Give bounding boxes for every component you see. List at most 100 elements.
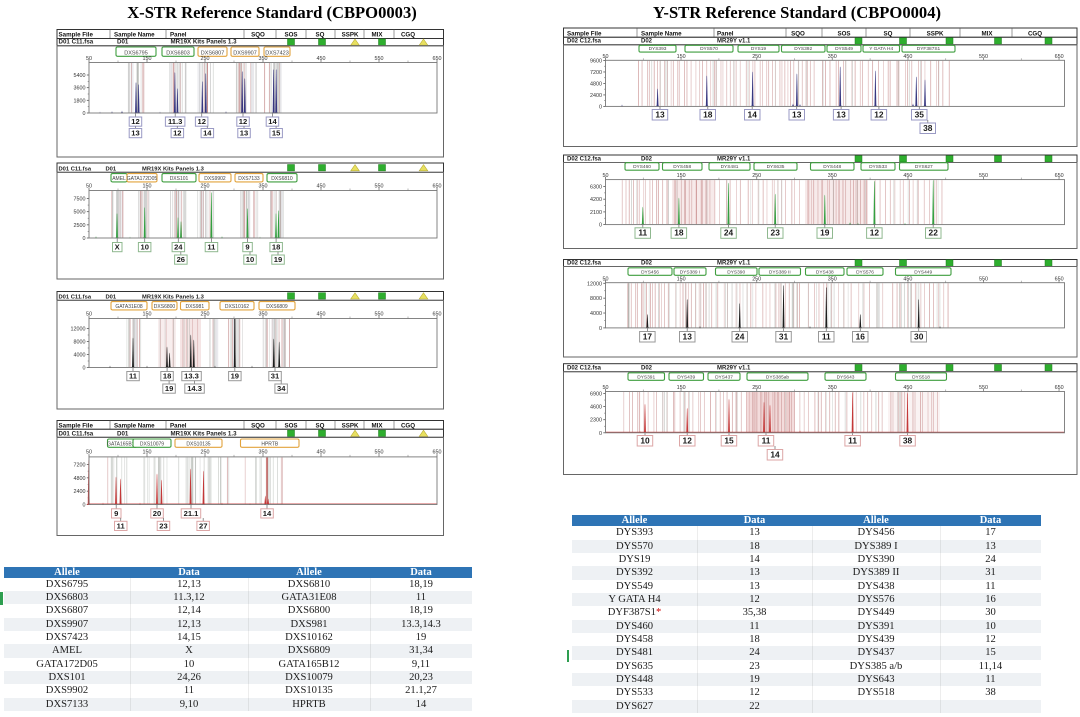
svg-text:MR29Y v1.1: MR29Y v1.1 <box>717 261 751 267</box>
svg-text:Panel: Panel <box>170 422 187 429</box>
svg-text:DYS392: DYS392 <box>794 46 812 52</box>
svg-text:550: 550 <box>375 312 384 318</box>
svg-text:DYS635: DYS635 <box>767 164 785 170</box>
svg-text:DYS456: DYS456 <box>641 269 659 275</box>
svg-text:0: 0 <box>599 431 602 437</box>
svg-text:23: 23 <box>771 228 781 238</box>
svg-text:X: X <box>115 243 120 252</box>
svg-text:CGQ: CGQ <box>401 32 415 39</box>
svg-text:22: 22 <box>929 228 939 238</box>
svg-text:13: 13 <box>792 109 802 119</box>
svg-text:450: 450 <box>903 276 912 282</box>
svg-text:650: 650 <box>433 184 442 190</box>
svg-text:14: 14 <box>748 109 758 119</box>
svg-text:MR19X Kits Panels 1.3: MR19X Kits Panels 1.3 <box>142 166 205 172</box>
svg-text:8000: 8000 <box>590 296 602 302</box>
svg-text:D02: D02 <box>641 39 653 45</box>
svg-text:11.3: 11.3 <box>168 117 182 126</box>
svg-text:0: 0 <box>599 223 602 229</box>
svg-text:7200: 7200 <box>590 70 602 76</box>
svg-text:350: 350 <box>259 312 268 318</box>
svg-text:21.1: 21.1 <box>184 509 200 518</box>
svg-text:0: 0 <box>599 104 602 110</box>
svg-text:9: 9 <box>114 509 118 518</box>
svg-text:12: 12 <box>683 435 693 445</box>
svg-text:DXS6803: DXS6803 <box>166 50 190 56</box>
svg-text:14.3: 14.3 <box>187 384 202 393</box>
svg-text:4000: 4000 <box>590 311 602 317</box>
svg-text:150: 150 <box>677 276 686 282</box>
svg-text:19: 19 <box>820 228 830 238</box>
svg-text:DYS518: DYS518 <box>912 374 930 380</box>
svg-text:SQ: SQ <box>884 30 893 37</box>
svg-text:DYS438: DYS438 <box>816 269 834 275</box>
svg-text:10: 10 <box>640 435 650 445</box>
svg-text:D02: D02 <box>641 261 653 267</box>
svg-text:MR19X Kits Panels 1.3: MR19X Kits Panels 1.3 <box>142 294 205 300</box>
svg-text:D01: D01 <box>117 39 129 46</box>
svg-text:4800: 4800 <box>74 476 86 482</box>
svg-text:11: 11 <box>129 372 138 381</box>
svg-text:DXS6809: DXS6809 <box>266 304 288 310</box>
svg-text:13: 13 <box>683 331 693 341</box>
svg-text:SSPK: SSPK <box>342 422 359 429</box>
svg-text:SSPK: SSPK <box>927 30 944 37</box>
svg-text:4800: 4800 <box>590 82 602 88</box>
svg-text:19: 19 <box>231 372 239 381</box>
svg-text:13: 13 <box>240 129 248 138</box>
svg-text:450: 450 <box>317 184 326 190</box>
svg-text:550: 550 <box>979 276 988 282</box>
svg-text:24: 24 <box>174 243 183 252</box>
svg-text:DXS6807: DXS6807 <box>201 50 225 56</box>
svg-text:14: 14 <box>263 509 272 518</box>
svg-text:12: 12 <box>131 117 139 126</box>
svg-text:DYS533: DYS533 <box>869 164 887 170</box>
svg-text:MR29Y v1.1: MR29Y v1.1 <box>717 157 751 163</box>
svg-text:DYS385ab: DYS385ab <box>766 374 790 380</box>
svg-text:SSPK: SSPK <box>342 32 359 39</box>
svg-text:350: 350 <box>828 173 837 179</box>
svg-text:4000: 4000 <box>74 353 86 359</box>
svg-text:Sample Name: Sample Name <box>641 30 682 37</box>
svg-text:DXS10079: DXS10079 <box>140 441 164 447</box>
svg-text:12: 12 <box>239 117 247 126</box>
svg-text:50: 50 <box>86 56 92 62</box>
svg-text:250: 250 <box>201 184 210 190</box>
svg-text:9: 9 <box>245 243 249 252</box>
svg-text:D02 C12.fsa: D02 C12.fsa <box>567 366 602 372</box>
svg-text:5400: 5400 <box>74 73 86 79</box>
svg-text:4200: 4200 <box>590 197 602 203</box>
svg-text:150: 150 <box>143 56 152 62</box>
svg-text:0: 0 <box>83 503 86 509</box>
svg-text:GATA172D05: GATA172D05 <box>127 176 158 182</box>
svg-text:250: 250 <box>201 450 210 456</box>
svg-text:DYS390: DYS390 <box>727 269 745 275</box>
svg-text:3600: 3600 <box>74 86 86 92</box>
svg-text:SOS: SOS <box>837 30 850 37</box>
svg-text:DXS6810: DXS6810 <box>271 176 293 182</box>
svg-text:650: 650 <box>1055 173 1064 179</box>
svg-text:19: 19 <box>165 384 173 393</box>
svg-text:250: 250 <box>752 385 761 391</box>
svg-text:450: 450 <box>317 56 326 62</box>
svg-text:SQ: SQ <box>316 32 325 39</box>
svg-text:14: 14 <box>770 449 780 459</box>
svg-text:7200: 7200 <box>74 463 86 469</box>
svg-text:7500: 7500 <box>74 197 86 203</box>
svg-text:SQ: SQ <box>316 422 325 429</box>
svg-text:D01 C11.fsa: D01 C11.fsa <box>59 294 92 300</box>
svg-text:5000: 5000 <box>74 210 86 216</box>
svg-text:31: 31 <box>779 331 789 341</box>
svg-text:AMEL: AMEL <box>112 176 126 182</box>
svg-text:450: 450 <box>317 312 326 318</box>
svg-text:550: 550 <box>375 184 384 190</box>
svg-text:350: 350 <box>828 276 837 282</box>
svg-text:GATA31E08: GATA31E08 <box>115 304 143 310</box>
svg-text:550: 550 <box>979 173 988 179</box>
svg-text:50: 50 <box>603 276 609 282</box>
svg-text:DYS449: DYS449 <box>914 269 932 275</box>
svg-text:2400: 2400 <box>74 489 86 495</box>
svg-text:8000: 8000 <box>74 340 86 346</box>
svg-text:2300: 2300 <box>590 418 602 424</box>
svg-text:GATA165B12: GATA165B12 <box>107 441 137 447</box>
